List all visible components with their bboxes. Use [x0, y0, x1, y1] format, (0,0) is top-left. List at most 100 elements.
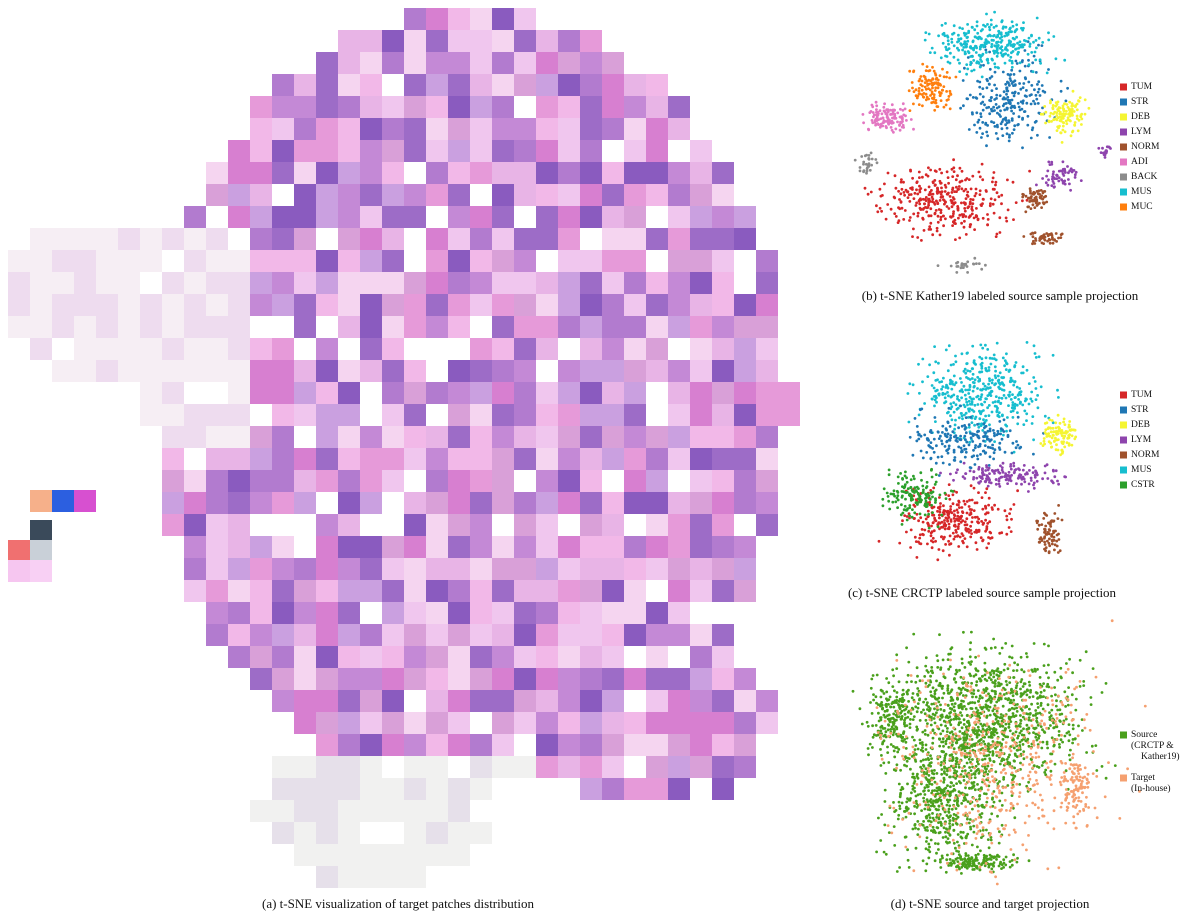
point — [1044, 769, 1047, 772]
patch — [646, 558, 668, 580]
point — [1074, 709, 1077, 712]
point — [1037, 44, 1040, 47]
point — [1085, 650, 1088, 653]
point — [985, 131, 988, 134]
patch — [426, 294, 448, 316]
point — [971, 205, 974, 208]
point — [941, 431, 944, 434]
point — [993, 62, 996, 65]
point — [914, 536, 917, 539]
point — [1018, 44, 1021, 47]
patch — [536, 580, 558, 602]
point — [1015, 60, 1018, 63]
point — [926, 438, 929, 441]
patch — [316, 822, 338, 844]
point — [981, 87, 984, 90]
point — [1008, 512, 1011, 515]
point — [1095, 769, 1098, 772]
point — [956, 174, 959, 177]
patch — [492, 360, 514, 382]
point — [966, 441, 969, 444]
point — [936, 187, 939, 190]
point — [934, 692, 937, 695]
point — [1041, 728, 1044, 731]
point — [895, 187, 898, 190]
point — [904, 475, 907, 478]
point — [921, 528, 924, 531]
point — [1055, 705, 1058, 708]
point — [1008, 395, 1011, 398]
patch — [8, 316, 30, 338]
point — [961, 180, 964, 183]
patch — [184, 558, 206, 580]
point — [1047, 39, 1050, 42]
point — [1043, 437, 1046, 440]
point — [896, 121, 899, 124]
patch — [602, 250, 624, 272]
point — [946, 715, 949, 718]
point — [930, 457, 933, 460]
point — [1053, 512, 1056, 515]
patch — [338, 426, 360, 448]
point — [1010, 518, 1013, 521]
point — [978, 697, 981, 700]
patch — [118, 294, 140, 316]
point — [1032, 695, 1035, 698]
point — [954, 424, 957, 427]
patch — [8, 294, 30, 316]
point — [949, 90, 952, 93]
point — [1075, 171, 1078, 174]
point — [953, 538, 956, 541]
patch — [426, 690, 448, 712]
point — [1052, 180, 1055, 183]
patch — [404, 712, 426, 734]
point — [929, 754, 932, 757]
point — [1040, 725, 1043, 728]
point — [954, 702, 957, 705]
point — [1033, 88, 1036, 91]
point — [944, 725, 947, 728]
point — [936, 105, 939, 108]
point — [974, 404, 977, 407]
point — [967, 31, 970, 34]
point — [1044, 122, 1047, 125]
patch — [756, 690, 778, 712]
point — [1069, 749, 1072, 752]
patch — [448, 580, 470, 602]
point — [937, 701, 940, 704]
point — [1061, 233, 1064, 236]
point — [1022, 692, 1025, 695]
point — [981, 675, 984, 678]
patch — [360, 690, 382, 712]
point — [893, 489, 896, 492]
point — [927, 214, 930, 217]
point — [952, 158, 955, 161]
point — [940, 724, 943, 727]
point — [958, 718, 961, 721]
point — [1056, 480, 1059, 483]
point — [954, 673, 957, 676]
patch — [250, 118, 272, 140]
point — [933, 179, 936, 182]
point — [977, 670, 980, 673]
point — [1081, 729, 1084, 732]
point — [978, 356, 981, 359]
point — [947, 513, 950, 516]
point — [1040, 702, 1043, 705]
patch — [360, 294, 382, 316]
patch — [250, 624, 272, 646]
point — [946, 34, 949, 37]
patch — [404, 580, 426, 602]
patch — [536, 624, 558, 646]
point — [901, 116, 904, 119]
point — [997, 670, 1000, 673]
patch — [558, 690, 580, 712]
point — [941, 425, 944, 428]
patch — [602, 162, 624, 184]
point — [914, 486, 917, 489]
point — [968, 746, 971, 749]
point — [909, 109, 912, 112]
point — [944, 445, 947, 448]
point — [993, 434, 996, 437]
legend-label: LYM — [1131, 435, 1152, 445]
